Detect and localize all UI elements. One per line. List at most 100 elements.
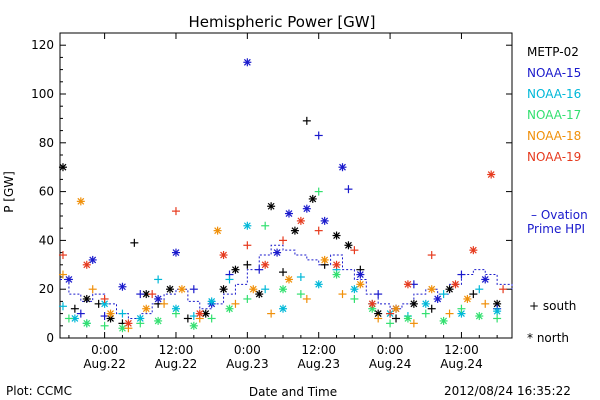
data-point-stroke: [368, 305, 376, 313]
data-point: [409, 299, 418, 308]
data-point: [225, 304, 234, 313]
y-tick-label: 0: [46, 331, 54, 345]
data-point: [160, 299, 169, 308]
data-point: [296, 290, 305, 299]
data-point-stroke: [303, 205, 311, 213]
data-point: [344, 185, 353, 194]
data-point: [279, 304, 288, 313]
data-point: [374, 309, 383, 318]
legend-entry: NOAA-15: [527, 66, 582, 80]
data-point: [243, 294, 252, 303]
data-point: [82, 260, 91, 269]
data-point-stroke: [410, 300, 418, 308]
legend-entry: METP-02: [527, 45, 579, 59]
data-point: [469, 246, 478, 255]
data-point: [332, 231, 341, 240]
x-tick-date: Aug.24: [369, 357, 412, 371]
data-point: [177, 285, 186, 294]
data-point: [136, 319, 145, 328]
data-point: [386, 309, 395, 318]
ovation-legend-line1: – Ovation: [531, 208, 588, 222]
data-point: [284, 275, 293, 284]
data-point-stroke: [434, 295, 442, 303]
data-point-stroke: [172, 249, 180, 257]
data-point: [457, 270, 466, 279]
data-point-stroke: [493, 300, 501, 308]
data-point: [356, 270, 365, 279]
data-point-stroke: [333, 232, 340, 239]
data-point-stroke: [142, 290, 150, 298]
x-tick-time: 0:00: [91, 343, 118, 357]
data-point-stroke: [214, 227, 222, 235]
data-point: [207, 297, 216, 306]
data-point: [350, 246, 359, 255]
data-point-stroke: [475, 312, 483, 320]
data-point: [421, 309, 430, 318]
data-point: [148, 290, 157, 299]
data-point-stroke: [350, 285, 358, 293]
data-point: [314, 131, 323, 140]
data-point-stroke: [404, 315, 412, 322]
data-point: [302, 204, 311, 213]
data-point: [409, 319, 418, 328]
data-point: [356, 280, 365, 289]
data-point-stroke: [154, 295, 162, 303]
data-point: [82, 319, 91, 328]
data-point-stroke: [469, 246, 477, 254]
data-point-stroke: [178, 285, 186, 293]
data-point-stroke: [315, 280, 323, 288]
data-point: [493, 314, 502, 323]
data-point-stroke: [368, 300, 376, 308]
data-point: [386, 319, 395, 328]
legend-entry: NOAA-17: [527, 108, 582, 122]
data-point: [427, 285, 436, 294]
south-marker-legend: + south: [529, 299, 577, 313]
data-point-stroke: [166, 285, 174, 293]
ovation-layer: [60, 244, 513, 319]
data-point: [433, 294, 442, 303]
data-point-stroke: [59, 163, 67, 171]
data-point: [243, 260, 252, 269]
data-point: [58, 163, 67, 172]
data-point-stroke: [452, 280, 459, 288]
data-point-stroke: [333, 261, 340, 269]
data-point: [302, 294, 311, 303]
y-tick-label: 60: [39, 185, 54, 199]
footer-timestamp: 2012/08/24 16:35:22: [444, 384, 571, 398]
data-point: [136, 290, 145, 299]
data-point: [58, 270, 67, 279]
data-point: [142, 304, 151, 313]
data-point-stroke: [77, 197, 85, 205]
data-point: [154, 294, 163, 303]
data-point-stroke: [220, 285, 227, 293]
data-point: [88, 285, 97, 294]
y-tick-label: 40: [39, 233, 54, 247]
data-point: [70, 304, 79, 313]
legend-entry: NOAA-16: [527, 87, 582, 101]
data-point: [392, 314, 401, 323]
data-point: [243, 221, 252, 230]
x-tick-date: Aug.23: [226, 357, 269, 371]
chart-title: Hemispheric Power [GW]: [189, 13, 376, 31]
data-point-stroke: [297, 217, 305, 225]
data-point: [487, 170, 496, 179]
data-point-stroke: [226, 305, 233, 313]
data-point-stroke: [124, 319, 132, 327]
data-point: [261, 221, 270, 230]
data-point: [88, 255, 97, 264]
data-point: [296, 273, 305, 281]
y-tick-label: 80: [39, 136, 54, 150]
data-point: [195, 309, 204, 318]
data-point: [338, 290, 347, 299]
data-point: [427, 251, 436, 260]
data-point-stroke: [487, 171, 495, 178]
data-point-stroke: [220, 251, 227, 259]
data-point: [261, 260, 270, 269]
data-point: [106, 309, 115, 318]
data-point: [308, 194, 317, 203]
data-point: [189, 321, 198, 330]
data-point-stroke: [273, 249, 281, 257]
data-point: [136, 314, 145, 323]
data-point-stroke: [493, 307, 501, 315]
data-point: [255, 290, 264, 299]
